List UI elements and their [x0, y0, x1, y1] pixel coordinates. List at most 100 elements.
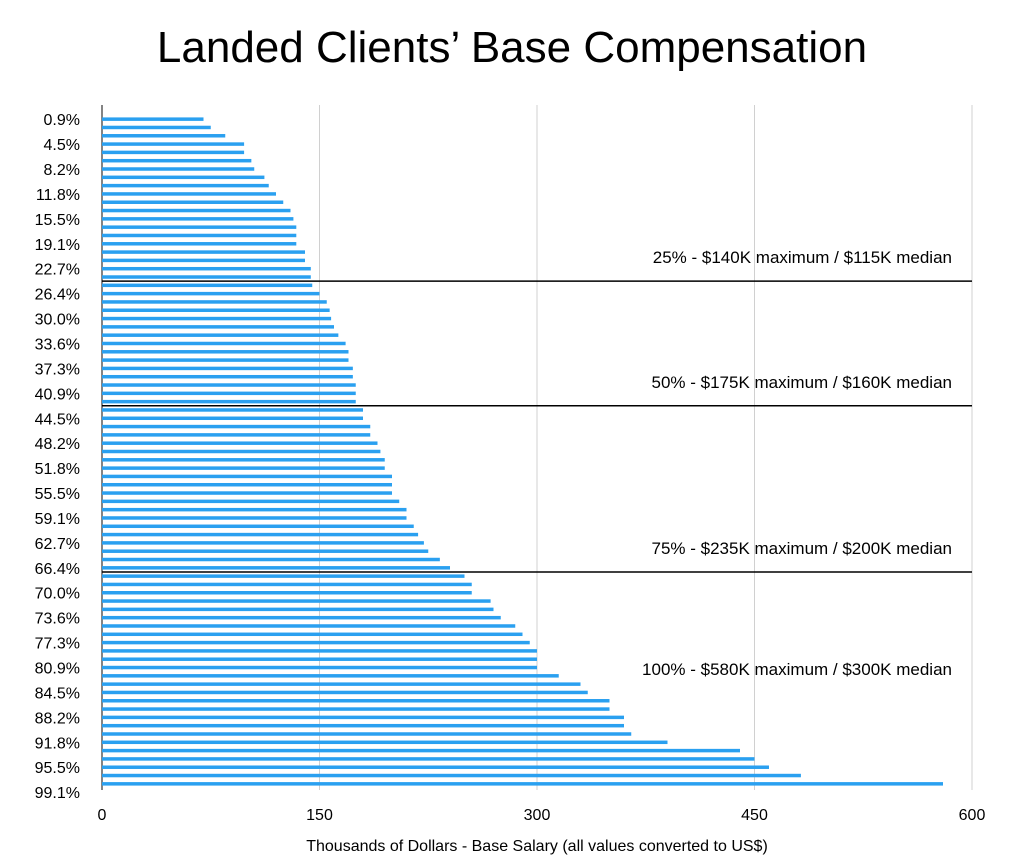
- bar: [102, 557, 440, 562]
- bar: [102, 208, 291, 213]
- bar: [102, 757, 755, 761]
- bar: [102, 732, 632, 736]
- bar: [102, 291, 320, 296]
- y-tick-label: 80.9%: [35, 661, 80, 678]
- bar: [102, 200, 284, 204]
- y-tick-label: 19.1%: [35, 237, 80, 254]
- threshold-annotation: 25% - $140K maximum / $115K median: [653, 248, 952, 267]
- bar: [102, 782, 943, 786]
- bar: [102, 591, 472, 595]
- bar: [102, 674, 559, 678]
- bar: [102, 341, 346, 346]
- bar: [102, 217, 294, 221]
- bar: [102, 158, 252, 163]
- y-tick-label: 77.3%: [35, 636, 80, 653]
- bar: [102, 441, 378, 445]
- y-tick-label: 15.5%: [35, 212, 80, 229]
- bar: [102, 275, 311, 279]
- bar: [102, 682, 581, 686]
- y-tick-label: 26.4%: [35, 287, 80, 304]
- bar: [102, 225, 297, 229]
- x-tick-label: 150: [306, 807, 333, 824]
- bar: [102, 366, 353, 371]
- y-tick-label: 55.5%: [35, 486, 80, 503]
- y-tick-label: 73.6%: [35, 611, 80, 628]
- bar: [102, 358, 349, 362]
- bar: [102, 632, 523, 637]
- y-tick-label: 70.0%: [35, 586, 80, 603]
- x-axis-title: Thousands of Dollars - Base Salary (all …: [306, 838, 768, 855]
- bar: [102, 740, 668, 745]
- bar: [102, 541, 424, 545]
- bar: [102, 300, 327, 304]
- x-tick-label: 600: [959, 807, 986, 824]
- y-tick-label: 4.5%: [44, 137, 80, 154]
- bar: [102, 117, 204, 121]
- y-tick-label: 0.9%: [44, 112, 80, 129]
- bar: [102, 250, 305, 254]
- y-tick-label: 91.8%: [35, 735, 80, 752]
- bar: [102, 507, 407, 512]
- bar: [102, 773, 801, 778]
- y-tick-label: 66.4%: [35, 561, 80, 578]
- bar: [102, 748, 740, 753]
- bar: [102, 449, 381, 454]
- bar: [102, 416, 363, 421]
- y-tick-label: 40.9%: [35, 386, 80, 403]
- bar: [102, 690, 588, 695]
- bar: [102, 424, 371, 429]
- y-tick-label: 44.5%: [35, 411, 80, 428]
- y-tick-label: 88.2%: [35, 710, 80, 727]
- bar: [102, 665, 537, 670]
- bar: [102, 374, 353, 379]
- y-axis-labels: 0.9% 4.5% 8.2% 11.8% 15.5% 19.1% 22.7% 26.4% 30.…: [35, 112, 80, 802]
- y-tick-label: 62.7%: [35, 536, 80, 553]
- y-tick-label: 22.7%: [35, 262, 80, 279]
- bar: [102, 532, 419, 537]
- bar-layer: [102, 117, 943, 786]
- bar: [102, 391, 356, 396]
- bar: [102, 723, 624, 728]
- bar: [102, 458, 385, 462]
- y-tick-label: 11.8%: [36, 187, 80, 204]
- threshold-annotation: 75% - $235K maximum / $200K median: [652, 539, 953, 558]
- bar: [102, 640, 530, 645]
- threshold-annotation: 50% - $175K maximum / $160K median: [652, 373, 953, 392]
- bar: [102, 150, 245, 155]
- bar: [102, 699, 610, 703]
- threshold-layer: [102, 280, 972, 573]
- threshold-annotation: 100% - $580K maximum / $300K median: [642, 660, 952, 679]
- bar: [102, 474, 392, 479]
- y-tick-label: 95.5%: [35, 760, 80, 777]
- bar: [102, 466, 385, 470]
- bar: [102, 183, 269, 188]
- bar: [102, 499, 400, 504]
- bar: [102, 142, 245, 146]
- x-tick-label: 450: [741, 807, 768, 824]
- bar: [102, 491, 392, 495]
- y-tick-label: 99.1%: [35, 785, 80, 802]
- bar: [102, 657, 537, 661]
- bar: [102, 715, 624, 720]
- bar: [102, 624, 516, 628]
- y-tick-label: 33.6%: [35, 336, 80, 353]
- bar: [102, 266, 311, 271]
- bar: [102, 482, 392, 487]
- bar: [102, 574, 465, 578]
- bar: [102, 408, 363, 412]
- y-tick-label: 37.3%: [35, 361, 80, 378]
- bar: [102, 233, 297, 238]
- bar: [102, 649, 537, 653]
- x-axis-labels: 0 150 300 450 600: [98, 807, 986, 824]
- x-tick-label: 0: [98, 807, 107, 824]
- bar: [102, 566, 450, 570]
- bar: [102, 582, 472, 587]
- y-tick-label: 51.8%: [35, 461, 80, 478]
- bar: [102, 175, 265, 180]
- annotation-layer: 25% - $140K maximum / $115K median 50% - …: [642, 248, 952, 679]
- bar: [102, 258, 305, 263]
- bar: [102, 433, 371, 437]
- chart-title: Landed Clients’ Base Compensation: [157, 23, 867, 72]
- bar: [102, 308, 330, 312]
